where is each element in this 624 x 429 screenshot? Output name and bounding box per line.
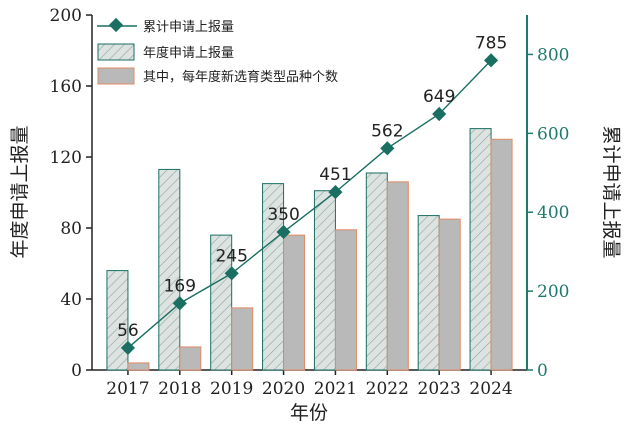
cumulative-data-label: 649 — [423, 87, 455, 107]
cumulative-polyline — [127, 59, 492, 349]
cumulative-data-label: 785 — [475, 33, 507, 53]
x-tick-label: 2022 — [366, 379, 409, 399]
x-axis-title: 年份 — [290, 402, 328, 424]
bar-new-variety — [386, 181, 409, 371]
bar-new-variety — [179, 346, 202, 371]
legend-item-annual: 年度申请上报量 — [97, 43, 234, 61]
left-tick-label: 80 — [60, 219, 82, 239]
bar-annual — [469, 128, 492, 371]
bar-new-variety — [438, 218, 461, 371]
x-tick-label: 2021 — [314, 379, 357, 399]
cumulative-data-label: 56 — [117, 321, 139, 341]
y2-axis-title: 累计申请上报量 — [600, 125, 622, 258]
bar-annual — [313, 190, 336, 371]
cumulative-marker — [172, 296, 187, 311]
right-tick-label: 200 — [537, 282, 569, 302]
left-tick-label: 200 — [50, 6, 82, 26]
x-tick-label: 2018 — [158, 379, 201, 399]
legend: 累计申请上报量 年度申请上报量 其中，每年度新选育类型品种个数 — [97, 17, 338, 85]
bar-annual — [158, 168, 181, 371]
left-tick-label: 40 — [60, 290, 82, 310]
left-tick-label: 0 — [71, 361, 82, 381]
legend-label-new-variety: 其中，每年度新选育类型品种个数 — [143, 69, 338, 85]
right-ticks: 0 200 400 600 800 — [527, 45, 569, 381]
bar-new-variety — [231, 307, 254, 371]
cumulative-data-label: 245 — [215, 246, 247, 266]
cumulative-data-label: 562 — [371, 121, 403, 141]
cumulative-marker — [483, 53, 499, 68]
bar-new-variety — [283, 234, 306, 371]
bar-new-variety — [127, 362, 150, 371]
cumulative-marker — [224, 266, 239, 281]
left-tick-label: 160 — [50, 77, 82, 97]
legend-item-cumulative: 累计申请上报量 — [97, 17, 234, 35]
x-tick-label: 2020 — [262, 379, 305, 399]
legend-label-annual: 年度申请上报量 — [143, 45, 234, 61]
cumulative-data-label: 350 — [267, 205, 299, 225]
cumulative-marker — [276, 224, 291, 240]
x-ticks: 2017 2018 2019 2020 2021 2022 2023 2024 — [106, 370, 513, 399]
legend-label-cumulative: 累计申请上报量 — [143, 20, 234, 35]
right-tick-label: 400 — [537, 203, 569, 223]
cumulative-marker — [120, 340, 136, 355]
bar-annual — [210, 234, 233, 371]
left-tick-label: 120 — [50, 148, 82, 168]
right-tick-label: 600 — [537, 124, 569, 144]
bar-annual — [106, 270, 129, 371]
cumulative-line: 56 169 245 350 451 562 649 785 — [117, 33, 507, 355]
right-tick-label: 800 — [537, 45, 569, 65]
cumulative-marker — [432, 106, 447, 122]
bars — [106, 128, 513, 371]
cumulative-marker — [328, 185, 343, 200]
cumulative-data-label: 169 — [164, 276, 196, 296]
cumulative-data-label: 451 — [319, 165, 351, 185]
left-ticks: 0 40 80 120 160 200 — [50, 6, 92, 381]
cumulative-marker — [380, 141, 395, 156]
x-tick-label: 2023 — [418, 379, 461, 399]
bar-annual — [417, 215, 440, 371]
right-tick-label: 0 — [537, 361, 548, 381]
x-tick-label: 2019 — [210, 379, 253, 399]
bar-new-variety — [490, 138, 513, 371]
x-tick-label: 2017 — [106, 379, 149, 399]
x-tick-label: 2024 — [469, 379, 512, 399]
bar-annual — [365, 172, 388, 371]
bar-new-variety — [334, 229, 357, 371]
legend-item-new-variety: 其中，每年度新选育类型品种个数 — [97, 67, 338, 85]
y-axis-title: 年度申请上报量 — [9, 125, 31, 258]
